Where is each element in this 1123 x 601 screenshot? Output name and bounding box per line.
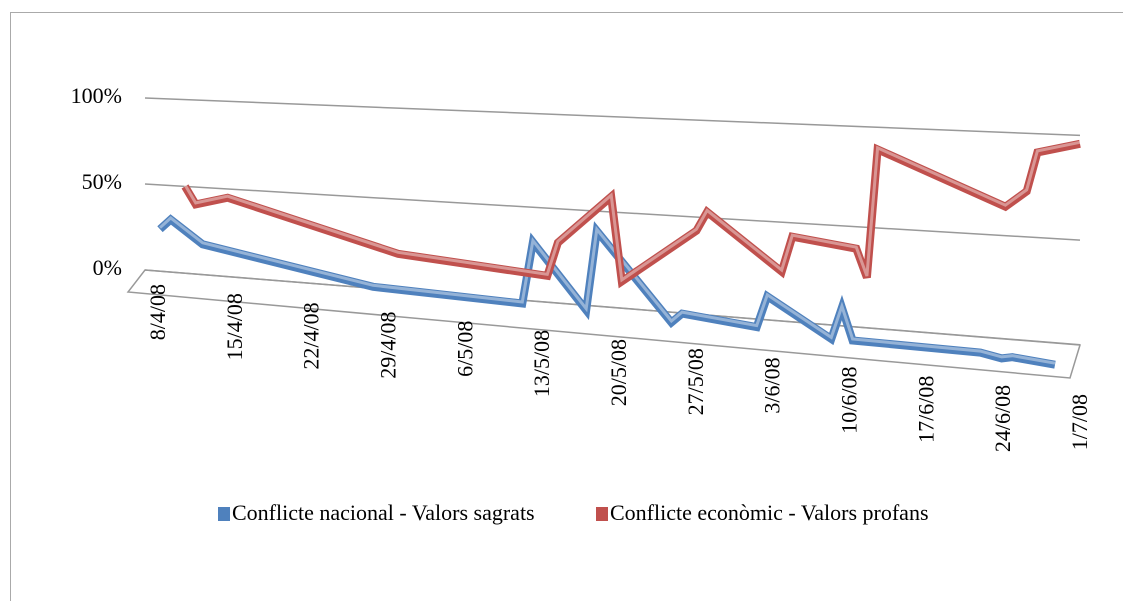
legend-label: Conflicte econòmic - Valors profans — [610, 500, 929, 525]
series-line — [181, 139, 1081, 289]
series-line — [157, 214, 1056, 369]
grid-line — [144, 97, 1081, 137]
chart-frame — [10, 12, 1123, 601]
legend-swatch — [596, 507, 608, 521]
x-tick-label: 13/5/08 — [529, 330, 554, 397]
x-tick-label: 3/6/08 — [760, 357, 785, 413]
grid-line — [144, 269, 1081, 346]
x-tick-label: 24/6/08 — [990, 385, 1015, 452]
x-tick-label: 22/4/08 — [299, 302, 324, 369]
x-tick-label: 29/4/08 — [376, 312, 401, 379]
x-tick-label: 8/4/08 — [145, 284, 170, 340]
series-line-highlight — [158, 216, 1056, 365]
x-tick-label: 15/4/08 — [222, 293, 247, 360]
y-tick-label: 50% — [82, 169, 122, 194]
legend-label: Conflicte nacional - Valors sagrats — [232, 500, 535, 525]
x-tick-label: 27/5/08 — [683, 348, 708, 415]
floor — [126, 269, 1081, 379]
x-tick-label: 1/7/08 — [1067, 394, 1092, 450]
legend-swatch — [218, 507, 230, 521]
x-tick-label: 10/6/08 — [837, 367, 862, 434]
x-tick-label: 17/6/08 — [913, 376, 938, 443]
series-line-highlight — [183, 140, 1081, 283]
x-tick-label: 6/5/08 — [452, 321, 477, 377]
y-tick-label: 0% — [93, 255, 122, 280]
y-tick-label: 100% — [71, 83, 122, 108]
x-tick-label: 20/5/08 — [606, 339, 631, 406]
